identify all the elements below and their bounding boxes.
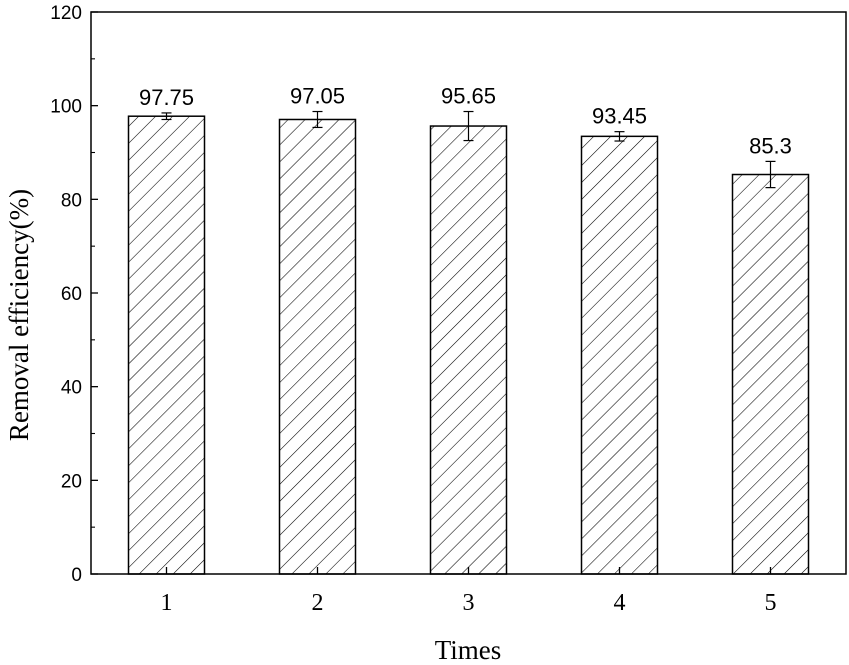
x-axis-title: Times xyxy=(435,635,502,665)
value-label-1: 97.75 xyxy=(139,85,194,110)
bar-1 xyxy=(127,115,206,575)
y-tick-label: 20 xyxy=(61,471,82,492)
error-bar-3 xyxy=(463,110,474,142)
error-bar-4 xyxy=(614,131,625,142)
x-tick-label-3: 3 xyxy=(463,590,475,616)
bar-3 xyxy=(429,125,508,575)
value-label-5: 85.3 xyxy=(749,133,792,158)
y-tick-label: 80 xyxy=(61,190,82,211)
bars-layer: 97.75 97.05 95.65 93.45 85.3 xyxy=(127,84,810,575)
value-label-3: 95.65 xyxy=(441,84,496,109)
error-bar-2 xyxy=(312,110,323,129)
y-tick-label: 100 xyxy=(50,97,82,118)
value-label-2: 97.05 xyxy=(290,84,345,109)
bar-4 xyxy=(580,135,659,575)
y-axis-title: Removal efficiency(%) xyxy=(4,189,34,441)
y-tick-label: 120 xyxy=(50,3,82,24)
error-bar-1 xyxy=(161,112,172,121)
y-tick-label: 0 xyxy=(71,565,82,586)
x-tick-label-5: 5 xyxy=(765,590,777,616)
bar-5 xyxy=(731,173,810,575)
axes-layer: 0 20 40 60 80 100 120 1 2 3 4 5 xyxy=(50,3,847,616)
error-bar-5 xyxy=(765,160,776,189)
value-label-4: 93.45 xyxy=(592,104,647,129)
y-tick-label: 60 xyxy=(61,284,82,305)
x-tick-label-2: 2 xyxy=(312,590,324,616)
y-tick-label: 40 xyxy=(61,378,82,399)
x-tick-label-4: 4 xyxy=(614,590,626,616)
x-tick-label-1: 1 xyxy=(161,590,173,616)
bar-2 xyxy=(278,118,357,575)
